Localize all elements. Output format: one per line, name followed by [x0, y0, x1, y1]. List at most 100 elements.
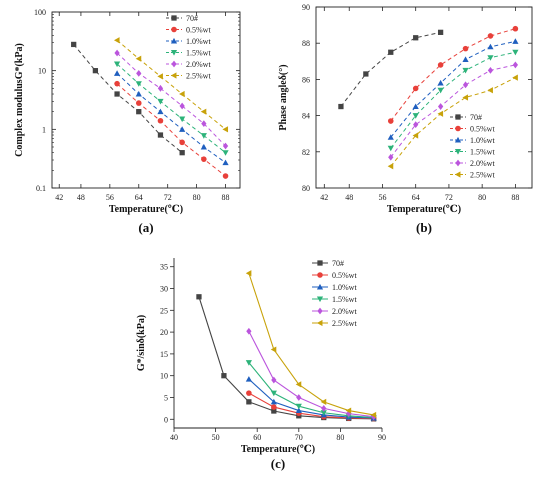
data-point	[412, 132, 419, 139]
legend-entry: 2.5%wt	[332, 319, 357, 328]
data-point	[437, 62, 444, 68]
y-tick-label: 10	[38, 67, 46, 76]
chart-panel-b: 42 48 56 64 72 80 88 80 82 84 86 88 90 Temperature(℃)…	[278, 3, 533, 235]
x-tick-label: 80	[336, 433, 344, 442]
series-line	[116, 83, 226, 177]
data-point	[179, 102, 185, 110]
data-point	[114, 80, 120, 87]
legend-entry: 1.5%wt	[470, 148, 495, 157]
data-point	[387, 145, 394, 152]
x-tick-label: 48	[345, 193, 353, 202]
y-tick-label: 0.1	[36, 184, 46, 193]
y-tick-label: 15	[160, 350, 168, 359]
legend-entry: 0.5%wt	[332, 271, 357, 280]
legend-entry: 2.5%wt	[470, 171, 495, 180]
panel-label: (a)	[138, 220, 153, 235]
data-point	[157, 73, 163, 80]
data-point	[462, 94, 469, 101]
y-tick-label: 30	[160, 285, 168, 294]
y-tick-label: 35	[160, 263, 168, 272]
data-point	[412, 103, 419, 110]
data-point	[270, 398, 277, 405]
x-tick-label: 56	[106, 193, 114, 202]
x-axis-label: Temperature(℃)	[241, 444, 315, 455]
y-tick-label: 80	[302, 184, 310, 193]
data-point	[388, 49, 394, 55]
x-tick-label: 64	[135, 193, 143, 202]
x-tick-label: 42	[55, 193, 63, 202]
series-4	[388, 61, 519, 161]
legend-marker	[170, 37, 178, 44]
data-point	[320, 410, 327, 416]
legend-entry: 1.5%wt	[332, 295, 357, 304]
series-1	[114, 80, 229, 179]
legend-entry: 2.0%wt	[470, 159, 495, 168]
data-point	[462, 67, 469, 74]
series-4	[246, 327, 377, 421]
data-point	[201, 156, 207, 162]
data-point	[245, 376, 252, 382]
data-point	[437, 29, 444, 35]
series-line	[248, 362, 374, 419]
data-point	[295, 407, 302, 414]
data-point	[412, 85, 419, 92]
data-point	[136, 69, 142, 77]
y-tick-label: 84	[302, 112, 310, 121]
series-line	[73, 44, 183, 154]
legend-entry: 2.5%wt	[186, 72, 211, 81]
data-point	[487, 55, 494, 61]
x-tick-label: 56	[378, 193, 386, 202]
data-point	[221, 373, 227, 379]
legend-entry: 2.0%wt	[332, 307, 357, 316]
legend-marker	[454, 136, 462, 143]
legend-entry: 70#	[332, 259, 344, 268]
data-point	[135, 81, 142, 87]
data-point	[157, 98, 164, 105]
y-tick-label: 86	[302, 75, 310, 84]
legend-marker	[316, 319, 323, 327]
data-point	[200, 133, 207, 139]
x-axis-label: Temperature(℃)	[109, 204, 183, 215]
legend-entry: 70#	[186, 14, 198, 23]
data-point	[200, 143, 207, 150]
series-line	[116, 72, 226, 164]
data-point	[136, 109, 142, 115]
series-line	[248, 392, 374, 420]
data-point	[179, 139, 185, 146]
data-point	[462, 56, 469, 62]
panel-label: (c)	[271, 456, 285, 471]
legend-marker	[455, 114, 461, 120]
legend-entry: 1.0%wt	[470, 136, 495, 145]
plot-frame	[51, 11, 241, 189]
y-tick-label: 100	[34, 8, 46, 17]
data-point	[200, 108, 207, 115]
data-point	[201, 120, 207, 128]
y-tick-label: 0	[164, 415, 168, 424]
series-3	[387, 49, 519, 152]
legend-entry: 0.5%wt	[186, 26, 211, 35]
legend-entry: 1.5%wt	[186, 49, 211, 58]
data-point	[387, 163, 394, 170]
data-point	[196, 294, 202, 300]
data-point	[71, 41, 77, 48]
data-point	[387, 118, 394, 124]
legend-marker	[317, 260, 323, 266]
data-point	[246, 327, 252, 335]
series-5	[387, 74, 518, 170]
series-2	[113, 70, 229, 166]
data-point	[246, 390, 252, 396]
data-point	[179, 126, 186, 132]
data-point	[387, 134, 394, 140]
data-point	[179, 150, 185, 156]
legend: 70# 0.5%wt 1.0%wt 1.5%wt 2.0%wt 2.5%wt	[166, 14, 211, 81]
data-point	[114, 49, 120, 57]
data-point	[271, 376, 277, 384]
data-point	[437, 79, 444, 86]
series-0	[338, 29, 444, 110]
x-tick-label: 64	[412, 193, 420, 202]
x-tick-label: 70	[295, 433, 303, 442]
series-3	[113, 61, 229, 156]
legend-marker	[170, 50, 178, 56]
data-point	[370, 411, 377, 419]
